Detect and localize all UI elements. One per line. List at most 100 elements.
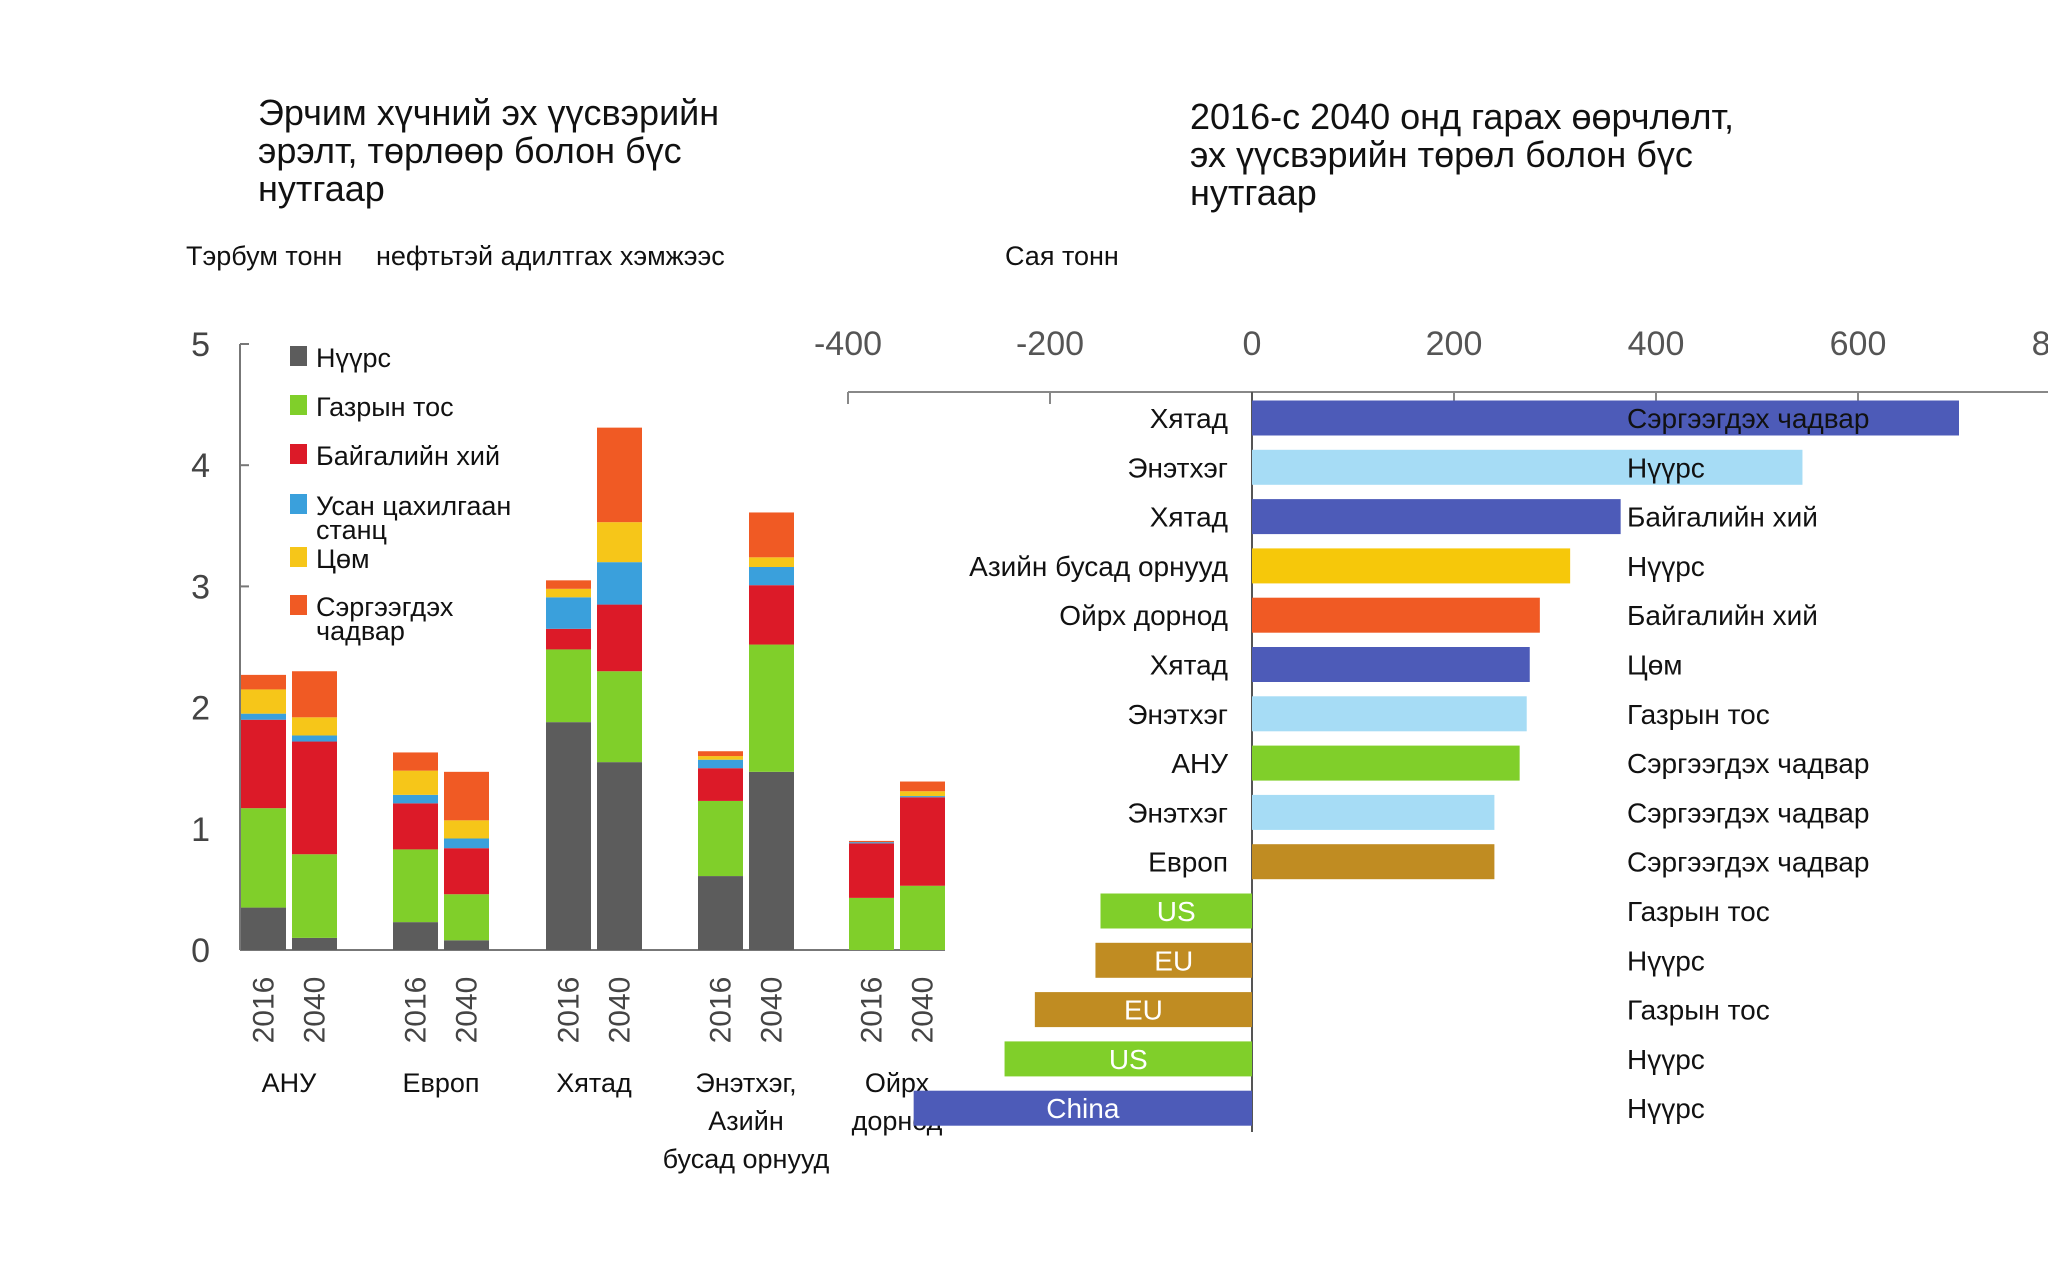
legend-label: Байгалийн хий (316, 441, 500, 471)
x-tick-label: -400 (814, 325, 882, 363)
year-tick-label: 2016 (856, 977, 889, 1044)
year-tick-label: 2040 (907, 977, 940, 1044)
change-bar (1252, 745, 1520, 781)
year-tick-label: 2040 (451, 977, 484, 1044)
stacked-bar-segment (241, 689, 286, 714)
region-label: US (1157, 896, 1196, 927)
source-label: Сэргээгдэх чадвар (1627, 847, 1869, 878)
stacked-bar-segment (241, 907, 286, 950)
group-label: Азийн (708, 1106, 783, 1136)
legend-swatch (290, 395, 307, 415)
stacked-bar-segment (241, 719, 286, 809)
y-tick-label: 4 (191, 447, 210, 485)
y-tick-label: 0 (191, 932, 210, 970)
x-tick-label: 200 (1426, 325, 1483, 363)
legend-label: Нүүрс (316, 343, 391, 373)
source-label: Нүүрс (1627, 945, 1705, 976)
source-label: Газрын тос (1627, 896, 1770, 927)
change-bar (1252, 647, 1530, 682)
x-tick-label: 600 (1830, 325, 1887, 363)
stacked-bar-segment (546, 628, 591, 650)
legend-label: чадвар (316, 616, 405, 646)
stacked-bar-segment (698, 751, 743, 757)
source-label: Цөм (1627, 650, 1683, 681)
right-unit-label: Сая тонн (1005, 241, 1119, 271)
stacked-bar-segment (292, 937, 337, 950)
y-tick-label: 3 (191, 568, 210, 606)
stacked-bar-segment (292, 854, 337, 938)
region-label: Энэтхэг (1127, 699, 1228, 730)
source-label: Сэргээгдэх чадвар (1627, 403, 1869, 434)
source-label: Байгалийн хий (1627, 600, 1818, 631)
stacked-bar-segment (597, 562, 642, 605)
stacked-bar-segment (292, 671, 337, 718)
stacked-bar-segment (849, 897, 894, 950)
change-bar (1252, 449, 1803, 485)
left-unit-label-secondary: нефтьтэй адилтгах хэмжээс (376, 241, 725, 271)
stacked-bar-segment (393, 849, 438, 923)
year-tick-label: 2040 (756, 977, 789, 1044)
group-label: бусад орнууд (663, 1144, 830, 1174)
group-label: Энэтхэг, (695, 1068, 796, 1098)
year-tick-label: 2016 (553, 977, 586, 1044)
group-label: Европ (402, 1068, 479, 1098)
legend-swatch (290, 547, 307, 567)
source-label: Газрын тос (1627, 699, 1770, 730)
change-bar (1004, 1041, 1252, 1077)
legend-swatch (290, 346, 307, 366)
right-chart-title: 2016-с 2040 онд гарах өөрчлөлт, эх үүсвэ… (1190, 96, 1735, 213)
year-tick-label: 2016 (400, 977, 433, 1044)
source-label: Нүүрс (1627, 1093, 1705, 1124)
stacked-bar-segment (900, 797, 945, 886)
change-bar (1252, 794, 1495, 830)
region-label: АНУ (1171, 748, 1228, 779)
stacked-bar-segment (546, 649, 591, 723)
x-tick-label: -200 (1016, 325, 1084, 363)
stacked-bar-segment (393, 794, 438, 804)
stacked-bar-segment (292, 735, 337, 742)
stacked-bar-segment (597, 671, 642, 763)
source-label: Газрын тос (1627, 995, 1770, 1026)
legend-label: станц (316, 515, 387, 545)
region-label: Европ (1148, 847, 1228, 878)
stacked-bar-segment (241, 713, 286, 720)
stacked-bar-segment (849, 840, 894, 843)
legend-label: Газрын тос (316, 392, 454, 422)
change-bar (1252, 696, 1527, 732)
stacked-bar-segment (597, 762, 642, 950)
stacked-bar-segment (444, 940, 489, 950)
stacked-bar-segment (546, 580, 591, 589)
group-label: Хятад (556, 1068, 632, 1098)
stacked-bar-segment (749, 585, 794, 645)
region-label: China (1046, 1093, 1120, 1124)
legend-label: Сэргээгдэх (316, 592, 454, 622)
change-bar (1095, 942, 1252, 978)
change-bar (1252, 499, 1621, 535)
region-label: Энэтхэг (1127, 452, 1228, 483)
change-bar (913, 1090, 1252, 1126)
stacked-bar-segment (698, 768, 743, 801)
change-bar (1100, 893, 1252, 929)
stacked-bar-segment (597, 427, 642, 523)
stacked-bar-segment (597, 522, 642, 563)
legend-swatch (290, 595, 307, 615)
region-label: Хятад (1150, 502, 1228, 533)
stacked-bar-segment (393, 803, 438, 850)
source-label: Нүүрс (1627, 452, 1705, 483)
stacked-bar-segment (444, 848, 489, 895)
legend-swatch (290, 444, 307, 464)
stacked-bar-segment (749, 567, 794, 586)
stacked-bar-segment (749, 512, 794, 558)
legend-label: Цөм (316, 544, 370, 574)
stacked-bar-segment (698, 759, 743, 769)
legend-swatch (290, 494, 307, 514)
stacked-bar-segment (393, 752, 438, 771)
region-label: US (1109, 1044, 1148, 1075)
region-label: Азийн бусад орнууд (969, 551, 1228, 582)
stacked-bar-segment (698, 756, 743, 760)
year-tick-label: 2016 (248, 977, 281, 1044)
stacked-bar-segment (698, 800, 743, 877)
source-label: Сэргээгдэх чадвар (1627, 797, 1869, 828)
stacked-bar-segment (849, 843, 894, 898)
